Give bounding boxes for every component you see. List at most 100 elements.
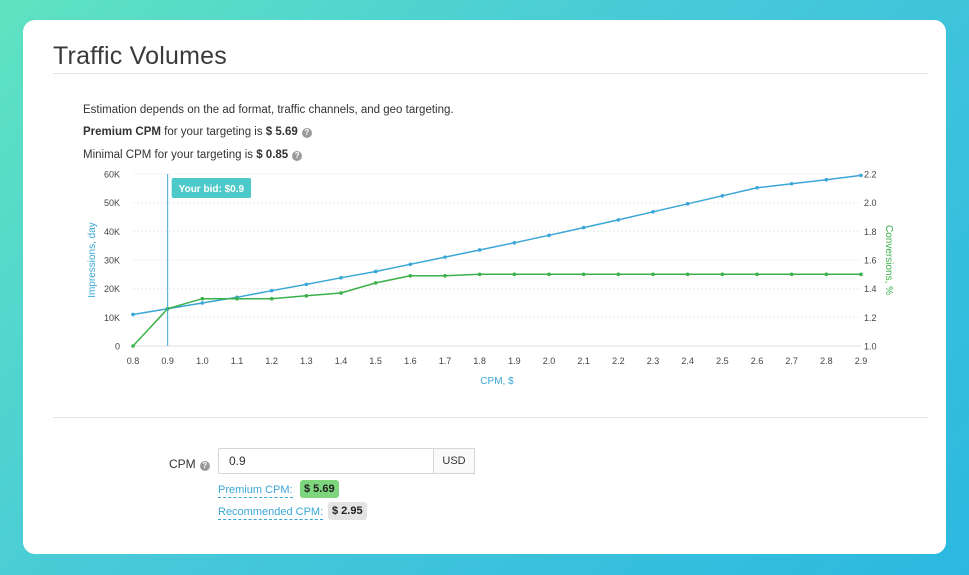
conversions-point [859, 272, 863, 277]
x-tick-label: 2.7 [785, 356, 798, 366]
chart-series [131, 173, 863, 348]
conversions-point [755, 272, 759, 277]
premium-cpm-link[interactable]: Premium CPM: [218, 484, 293, 498]
chart-axes: 0 10K 20K 30K 40K 50K 60K 1.0 1.2 1.4 1.6 1.8 2.0 2.2… [87, 170, 894, 388]
impressions-point [339, 275, 343, 280]
y-tick-label: 10K [104, 313, 120, 323]
traffic-volumes-card: Traffic Volumes Estimation depends on th… [23, 20, 946, 554]
x-tick-label: 0.8 [127, 356, 140, 366]
x-tick-label: 0.9 [161, 356, 174, 366]
impressions-point [200, 301, 205, 305]
x-axis-title: CPM, $ [480, 376, 514, 387]
impressions-point [720, 193, 725, 198]
impressions-point [477, 248, 482, 252]
impressions-point [443, 255, 447, 259]
premium-help-icon[interactable]: ? [301, 128, 312, 138]
x-tick-label: 2.9 [855, 356, 868, 366]
conversions-point [720, 272, 725, 277]
x-tick-label: 1.8 [473, 356, 486, 366]
conversions-point [547, 272, 551, 277]
estimation-note: Estimation depends on the ad format, tra… [83, 104, 454, 116]
cpm-label-text: CPM [169, 457, 196, 471]
x-tick-label: 1.3 [300, 356, 313, 366]
conversions-point [824, 272, 829, 277]
conversions-point [789, 272, 794, 277]
y2-tick-label: 1.6 [864, 256, 877, 266]
title-divider [53, 73, 928, 74]
x-tick-label: 1.5 [369, 356, 382, 366]
conversions-point [616, 272, 621, 277]
y2-axis-title: Conversions, % [883, 225, 894, 295]
x-tick-label: 1.4 [335, 356, 348, 366]
x-tick-label: 1.9 [508, 356, 521, 366]
conversions-point [304, 294, 309, 298]
bid-tooltip-label: Your bid: $0.9 [179, 184, 245, 195]
impressions-point [408, 262, 413, 267]
impressions-point [859, 173, 863, 178]
conversions-point [685, 272, 690, 277]
premium-cpm-term: Premium CPM [83, 126, 161, 138]
cpm-input[interactable] [218, 448, 434, 474]
premium-cpm-value: $ 5.69 [265, 126, 298, 138]
impressions-point [547, 233, 551, 238]
impressions-point [651, 210, 655, 214]
x-tick-label: 2.6 [751, 356, 764, 366]
x-tick-label: 2.0 [543, 356, 556, 366]
impressions-point [304, 282, 309, 287]
impressions-point [512, 241, 517, 245]
conversions-point [235, 296, 239, 301]
cpm-field-label: CPM? [169, 457, 210, 471]
x-tick-label: 2.2 [612, 356, 625, 366]
bid-tooltip: Your bid: $0.9 [171, 178, 252, 198]
premium-cpm-badge: $ 5.69 [300, 480, 339, 498]
impressions-point [269, 288, 274, 293]
conversions-point [651, 272, 655, 277]
x-tick-label: 2.3 [647, 356, 660, 366]
minimal-help-icon[interactable]: ? [292, 151, 303, 161]
x-tick-label: 2.5 [716, 356, 729, 366]
y-axis-title: Impressions, day [87, 222, 98, 298]
conversions-point [373, 281, 378, 285]
impressions-point [755, 185, 759, 190]
y2-tick-label: 2.0 [864, 198, 877, 208]
y-tick-label: 0 [115, 342, 120, 352]
y-tick-label: 20K [104, 284, 120, 294]
premium-cpm-line: Premium CPM for your targeting is $ 5.69… [83, 126, 312, 138]
cpm-help-icon[interactable]: ? [199, 461, 210, 471]
impressions-point [616, 218, 621, 222]
x-tick-label: 2.1 [577, 356, 590, 366]
x-tick-label: 1.2 [265, 356, 278, 366]
impressions-point [373, 269, 378, 274]
x-tick-label: 1.6 [404, 356, 417, 366]
conversions-point [581, 272, 586, 277]
currency-addon: USD [434, 448, 475, 474]
chart-grid [133, 173, 861, 347]
conversions-point [443, 273, 447, 278]
y2-tick-label: 1.2 [864, 313, 877, 323]
recommended-cpm-link[interactable]: Recommended CPM: [218, 506, 324, 520]
y-tick-label: 60K [104, 170, 120, 180]
x-tick-label: 1.7 [439, 356, 452, 366]
bid-marker[interactable]: Your bid: $0.9 [167, 174, 252, 346]
y-tick-label: 40K [104, 227, 120, 237]
conversions-point [269, 296, 274, 301]
impressions-point [685, 202, 690, 206]
impressions-line [132, 174, 862, 316]
conversions-point [408, 273, 413, 278]
chart-divider [53, 417, 928, 418]
x-tick-label: 2.4 [681, 356, 694, 366]
minimal-cpm-text: Minimal CPM for your targeting is [83, 149, 257, 161]
y2-tick-label: 1.0 [864, 342, 877, 352]
bid-tooltip-box [171, 178, 252, 198]
page-title: Traffic Volumes [53, 42, 227, 70]
y-tick-label: 50K [104, 198, 120, 208]
minimal-cpm-line: Minimal CPM for your targeting is $ 0.85… [83, 149, 303, 161]
y2-tick-label: 1.8 [864, 227, 877, 237]
impressions-point [789, 181, 794, 186]
conversions-point [131, 344, 135, 348]
impressions-point [824, 177, 829, 182]
impressions-point [581, 225, 586, 230]
x-tick-label: 2.8 [820, 356, 833, 366]
conversions-line [132, 273, 861, 347]
